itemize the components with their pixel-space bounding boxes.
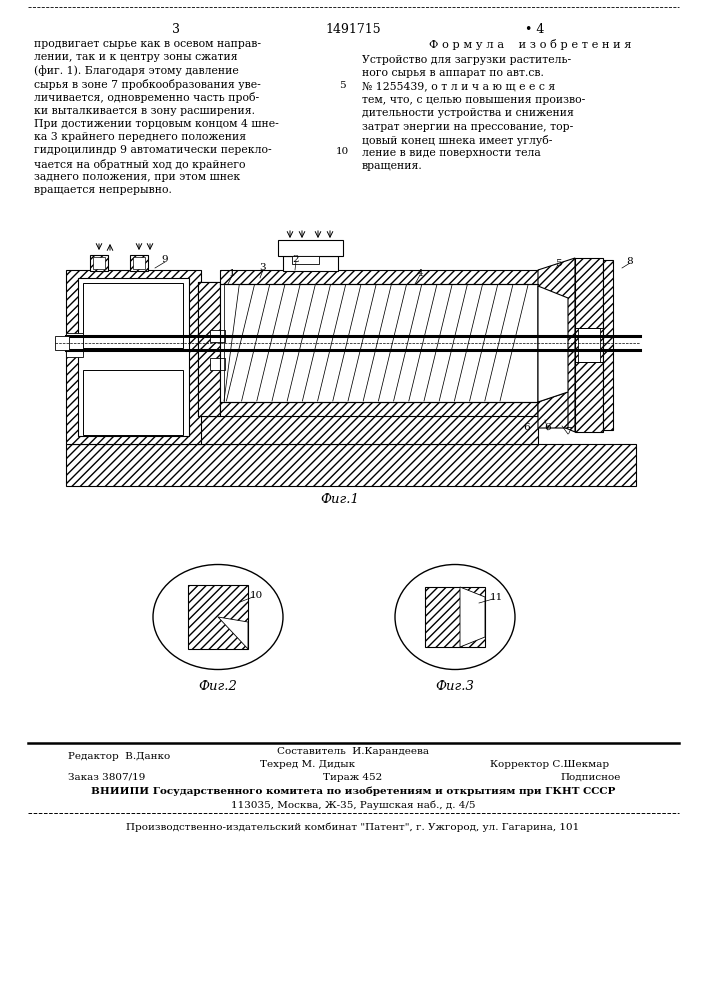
Bar <box>198 282 220 416</box>
Bar <box>220 402 538 416</box>
Text: вращается непрерывно.: вращается непрерывно. <box>34 185 172 195</box>
Polygon shape <box>538 392 568 428</box>
Bar <box>83 370 183 435</box>
Bar <box>283 256 338 271</box>
Polygon shape <box>218 617 248 649</box>
Bar <box>425 587 485 647</box>
Text: ки выталкивается в зону расширения.: ки выталкивается в зону расширения. <box>34 105 255 115</box>
Bar <box>198 282 220 416</box>
Bar <box>578 328 600 362</box>
Bar <box>292 256 319 264</box>
Bar <box>575 258 603 432</box>
Text: лении, так и к центру зоны сжатия: лении, так и к центру зоны сжатия <box>34 52 238 62</box>
Bar <box>425 587 485 647</box>
Text: 3: 3 <box>259 263 267 272</box>
Text: 9: 9 <box>162 255 168 264</box>
Bar <box>220 270 538 284</box>
Text: 113035, Москва, Ж-35, Раушская наб., д. 4/5: 113035, Москва, Ж-35, Раушская наб., д. … <box>230 800 475 810</box>
Bar <box>133 257 145 269</box>
Bar <box>198 415 538 444</box>
Bar <box>90 255 108 271</box>
Bar <box>66 270 201 444</box>
Bar <box>90 255 108 271</box>
Polygon shape <box>460 587 485 647</box>
Text: чается на обратный ход до крайнего: чается на обратный ход до крайнего <box>34 159 245 170</box>
Text: Производственно-издательский комбинат "Патент", г. Ужгород, ул. Гагарина, 101: Производственно-издательский комбинат "П… <box>127 823 580 832</box>
Text: При достижении торцовым концом 4 шне-: При достижении торцовым концом 4 шне- <box>34 119 279 129</box>
Text: Тираж 452: Тираж 452 <box>323 773 382 782</box>
Text: ление в виде поверхности тела: ление в виде поверхности тела <box>362 148 541 158</box>
Bar <box>188 585 248 649</box>
Ellipse shape <box>153 564 283 670</box>
Bar <box>220 270 538 284</box>
Text: 4: 4 <box>416 268 423 277</box>
Bar <box>210 358 225 370</box>
Text: Ф о р м у л а    и з о б р е т е н и я: Ф о р м у л а и з о б р е т е н и я <box>428 39 631 50</box>
Bar <box>78 278 189 436</box>
Bar <box>130 255 148 271</box>
Bar <box>210 330 225 342</box>
Bar <box>130 255 148 271</box>
Text: 2: 2 <box>293 254 299 263</box>
Bar <box>603 260 613 430</box>
Polygon shape <box>538 258 575 432</box>
Text: Фиг.1: Фиг.1 <box>320 493 359 506</box>
Text: Подписное: Подписное <box>560 773 620 782</box>
Text: 7: 7 <box>565 428 571 436</box>
Text: № 1255439, о т л и ч а ю щ е е с я: № 1255439, о т л и ч а ю щ е е с я <box>362 82 555 92</box>
Text: продвигает сырье как в осевом направ-: продвигает сырье как в осевом направ- <box>34 39 261 49</box>
Text: 11: 11 <box>490 592 503 601</box>
Text: 1: 1 <box>228 269 235 278</box>
Bar <box>83 283 183 348</box>
Text: ка 3 крайнего переднего положения: ка 3 крайнего переднего положения <box>34 132 246 142</box>
Polygon shape <box>538 286 568 402</box>
Bar <box>198 282 220 416</box>
Bar <box>278 240 343 256</box>
Bar <box>93 257 105 269</box>
Text: личивается, одновременно часть проб-: личивается, одновременно часть проб- <box>34 92 259 103</box>
Text: ВНИИПИ Государственного комитета по изобретениям и открытиям при ГКНТ СССР: ВНИИПИ Государственного комитета по изоб… <box>90 787 615 796</box>
Text: • 4: • 4 <box>525 23 544 36</box>
Text: 5: 5 <box>555 258 561 267</box>
Text: Заказ 3807/19: Заказ 3807/19 <box>68 773 146 782</box>
Text: 3: 3 <box>172 23 180 36</box>
Text: дительности устройства и снижения: дительности устройства и снижения <box>362 108 574 118</box>
Text: Корректор С.Шекмар: Корректор С.Шекмар <box>490 760 609 769</box>
Bar <box>66 444 636 486</box>
Text: 8: 8 <box>626 256 633 265</box>
Text: 10: 10 <box>335 147 349 156</box>
Text: 6: 6 <box>524 424 530 432</box>
Text: вращения.: вращения. <box>362 161 423 171</box>
Bar <box>66 444 636 486</box>
Text: 1491715: 1491715 <box>325 23 381 36</box>
Bar <box>220 402 538 416</box>
Text: (фиг. 1). Благодаря этому давление: (фиг. 1). Благодаря этому давление <box>34 66 239 76</box>
Bar <box>603 260 613 430</box>
Text: цовый конец шнека имеет углуб-: цовый конец шнека имеет углуб- <box>362 135 552 146</box>
Bar <box>575 258 603 432</box>
Text: ного сырья в аппарат по авт.св.: ного сырья в аппарат по авт.св. <box>362 68 544 78</box>
Text: 5: 5 <box>339 81 345 90</box>
Text: Устройство для загрузки раститель-: Устройство для загрузки раститель- <box>362 55 571 65</box>
Bar <box>66 333 83 357</box>
Text: Редактор  В.Данко: Редактор В.Данко <box>68 752 170 761</box>
Bar <box>220 284 538 402</box>
Bar <box>55 336 69 350</box>
Text: затрат энергии на прессование, тор-: затрат энергии на прессование, тор- <box>362 121 573 131</box>
Bar <box>198 415 538 444</box>
Bar <box>188 585 248 649</box>
Text: Техред М. Дидык: Техред М. Дидык <box>260 760 355 769</box>
Text: Составитель  И.Карандеева: Составитель И.Карандеева <box>277 747 429 756</box>
Ellipse shape <box>395 564 515 670</box>
Text: 6: 6 <box>544 424 551 432</box>
Text: Фиг.2: Фиг.2 <box>199 680 238 693</box>
Text: 10: 10 <box>250 590 263 599</box>
Bar <box>66 270 201 444</box>
Text: заднего положения, при этом шнек: заднего положения, при этом шнек <box>34 172 240 182</box>
Text: Фиг.3: Фиг.3 <box>436 680 474 693</box>
Text: тем, что, с целью повышения произво-: тем, что, с целью повышения произво- <box>362 95 585 105</box>
Text: сырья в зоне 7 пробкообразования уве-: сырья в зоне 7 пробкообразования уве- <box>34 79 261 90</box>
Text: гидроцилиндр 9 автоматически перекло-: гидроцилиндр 9 автоматически перекло- <box>34 145 271 155</box>
